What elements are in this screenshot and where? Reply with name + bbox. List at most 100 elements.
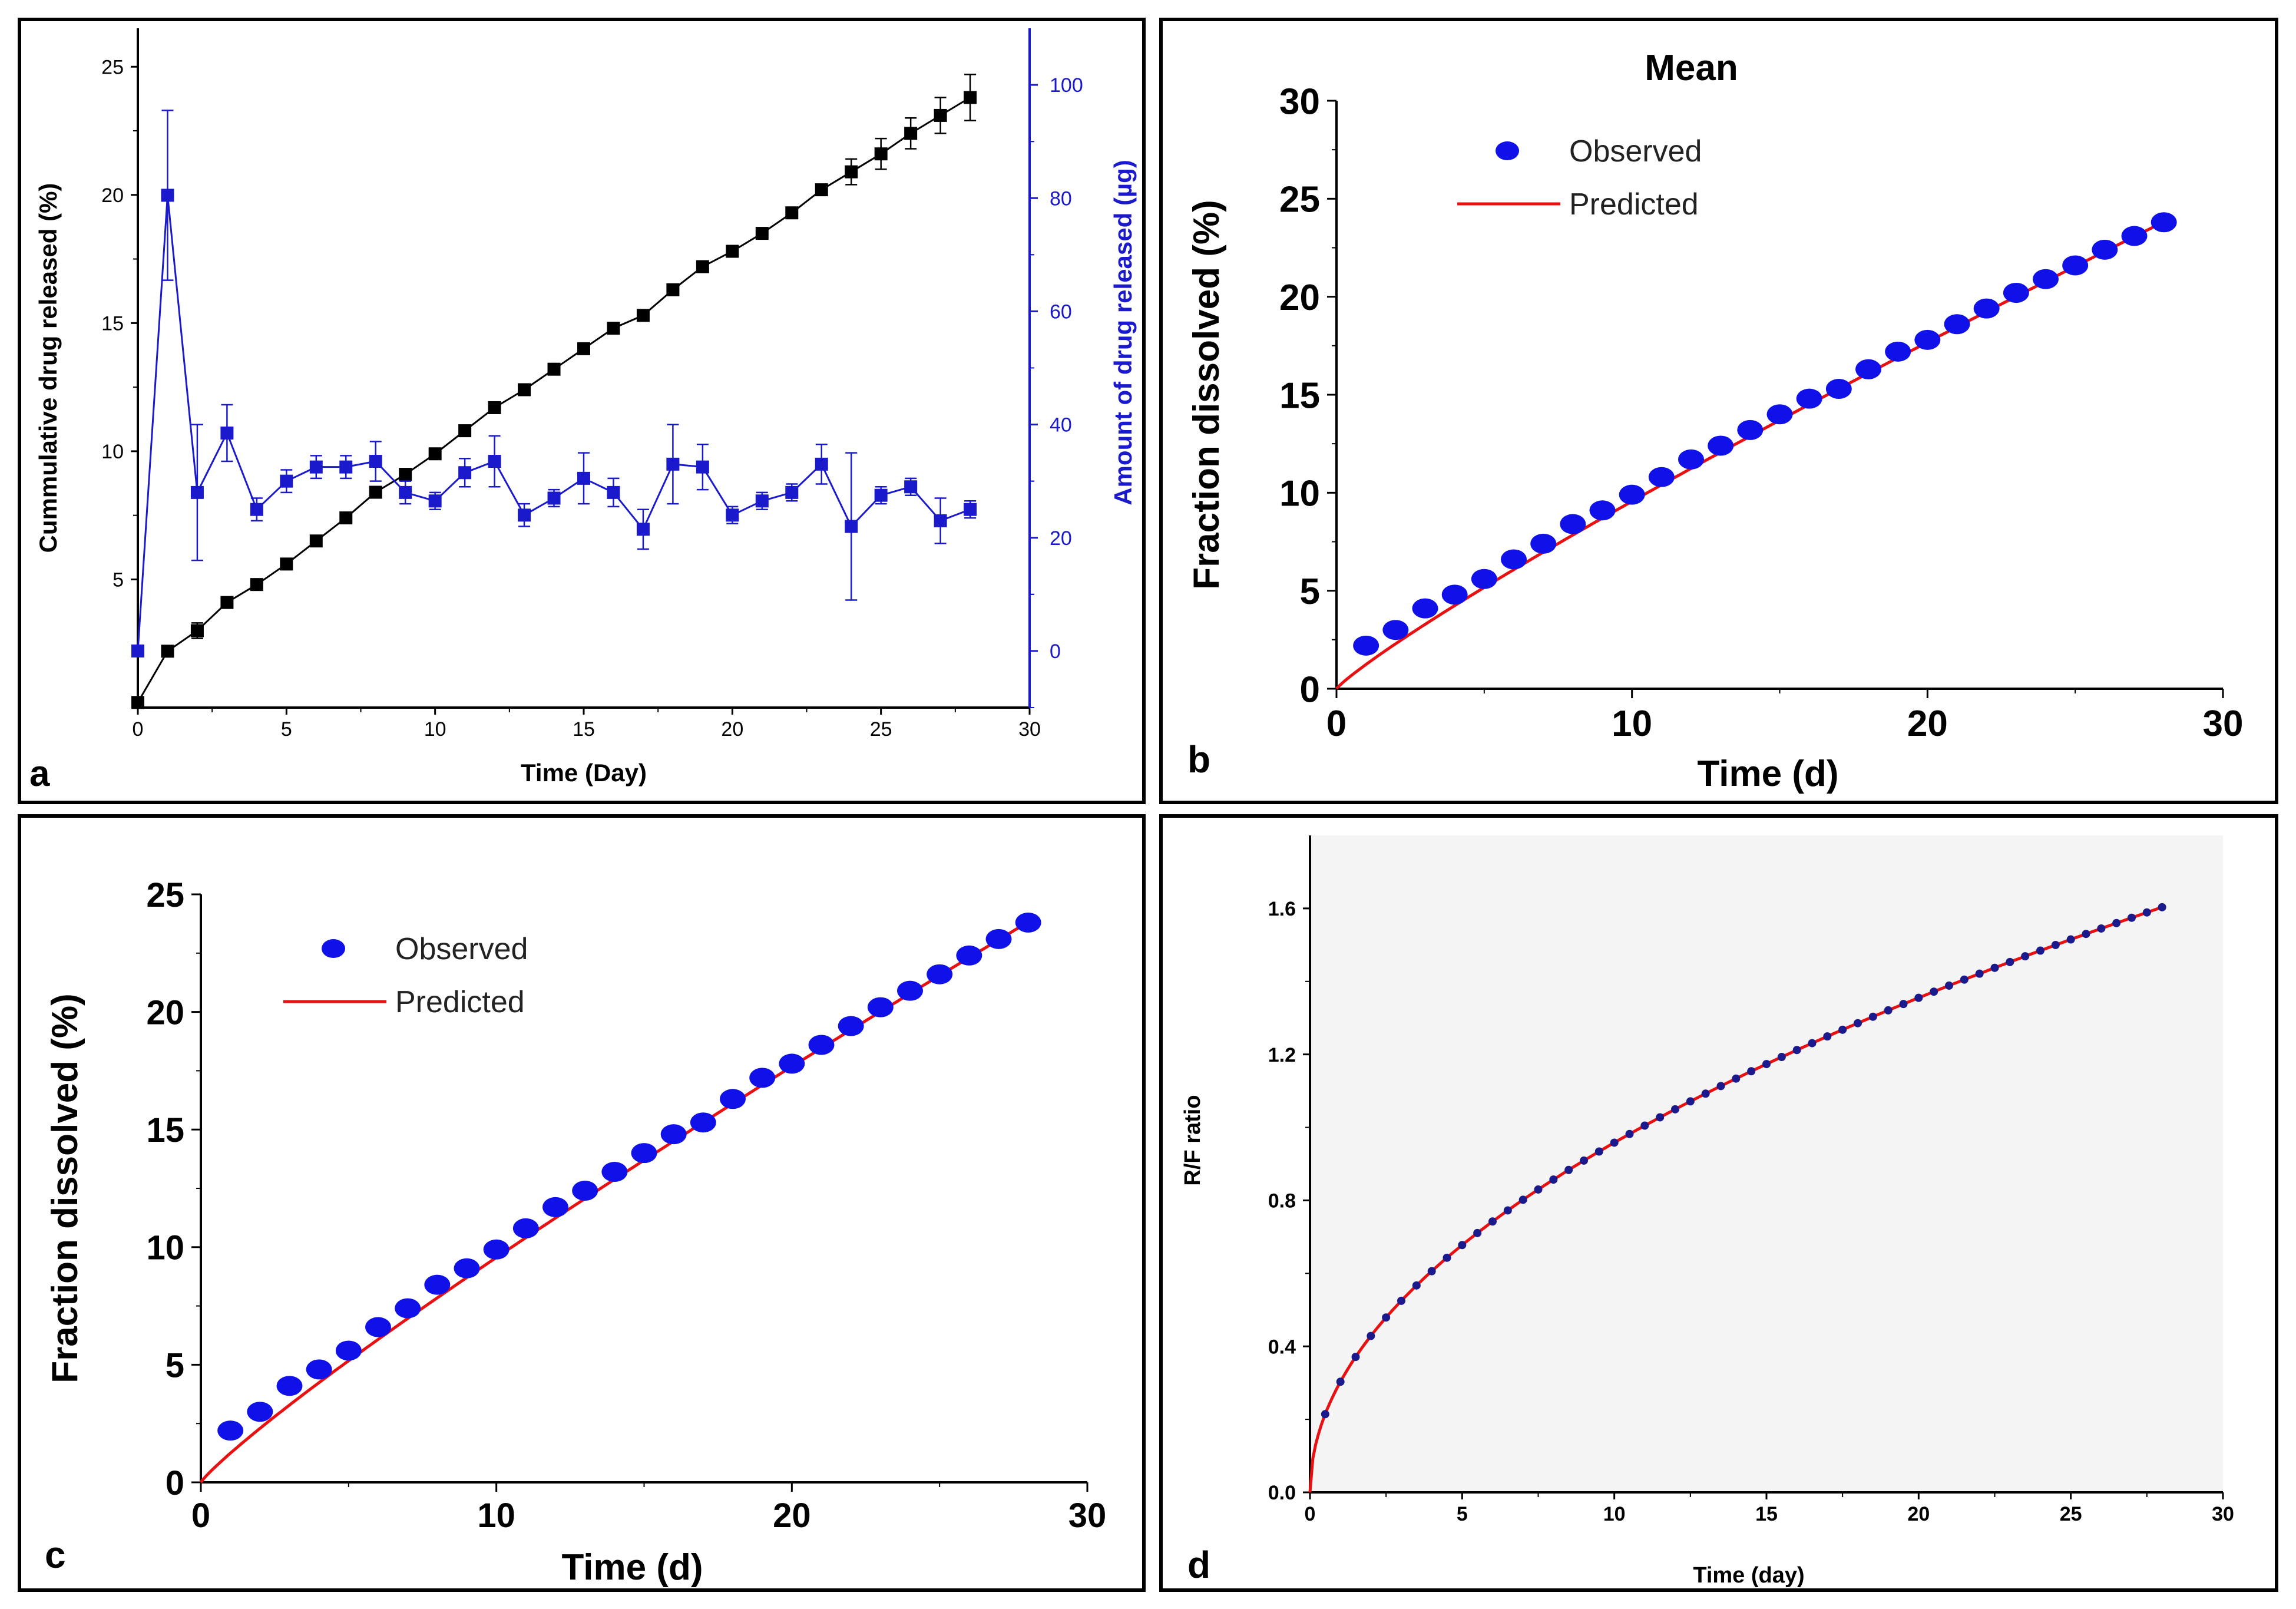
y2-tick-label: 20 xyxy=(1050,527,1072,550)
observed-point xyxy=(2006,957,2014,966)
y-tick-label: 25 xyxy=(146,876,184,914)
observed-point xyxy=(1762,1060,1771,1069)
legend-observed-label: Observed xyxy=(395,932,528,966)
cumulative-point xyxy=(934,108,947,122)
observed-point xyxy=(1808,1039,1817,1048)
x-tick-label: 20 xyxy=(773,1496,811,1535)
observed-point xyxy=(1732,1074,1741,1083)
observed-point xyxy=(1914,993,1923,1002)
observed-point xyxy=(2066,935,2075,944)
panel-letter: d xyxy=(1187,1544,1210,1586)
observed-point xyxy=(1382,620,1409,640)
y2-tick-label: 60 xyxy=(1050,300,1072,323)
observed-point xyxy=(1534,1185,1543,1194)
predicted-series-line xyxy=(1335,220,2165,690)
amount-point xyxy=(488,455,501,468)
observed-point xyxy=(1973,298,2000,319)
y-tick-label: 20 xyxy=(1279,277,1320,318)
observed-point xyxy=(335,1340,362,1361)
observed-point xyxy=(779,1053,805,1074)
observed-point xyxy=(2151,212,2177,233)
cumulative-point xyxy=(458,424,472,438)
y-tick-label: 10 xyxy=(146,1229,184,1267)
y-axis-title: Fraction dissolved (%) xyxy=(45,993,85,1383)
x-tick-label: 10 xyxy=(1612,703,1652,744)
amount-point xyxy=(250,503,263,516)
observed-point xyxy=(1945,981,1953,990)
observed-point xyxy=(1458,1241,1467,1250)
amount-point xyxy=(874,488,888,502)
cumulative-point xyxy=(636,309,650,322)
observed-point xyxy=(690,1112,716,1133)
observed-point xyxy=(1792,1046,1801,1055)
cumulative-point xyxy=(428,447,442,461)
cumulative-point xyxy=(666,283,680,296)
cumulative-point xyxy=(785,206,799,220)
legend-observed-marker xyxy=(1496,141,1519,160)
observed-point xyxy=(956,945,982,966)
plot-background xyxy=(1310,835,2223,1492)
amount-point xyxy=(339,460,353,474)
observed-point xyxy=(2092,239,2118,260)
y-tick-label: 0 xyxy=(1300,669,1320,710)
observed-point xyxy=(1648,467,1675,487)
observed-point xyxy=(1868,1012,1877,1021)
observed-point xyxy=(1960,975,1969,984)
observed-point xyxy=(2112,919,2121,927)
observed-point xyxy=(1589,500,1616,521)
observed-point xyxy=(927,964,953,984)
observed-point xyxy=(1473,1228,1482,1237)
legend-observed-marker xyxy=(322,939,345,958)
amount-point xyxy=(666,457,680,471)
observed-point xyxy=(1944,314,1970,335)
cumulative-point xyxy=(755,227,769,240)
observed-point xyxy=(1610,1138,1619,1147)
observed-point xyxy=(1580,1156,1588,1165)
observed-point xyxy=(1625,1129,1634,1138)
x-tick-label: 25 xyxy=(2060,1503,2082,1525)
observed-point xyxy=(897,980,923,1001)
y-tick-label: 15 xyxy=(1279,375,1320,416)
legend-predicted-label: Predicted xyxy=(1569,187,1699,222)
observed-point xyxy=(1564,1165,1573,1174)
chart-title: Mean xyxy=(1645,48,1738,88)
amount-point xyxy=(131,644,144,658)
legend-observed-label: Observed xyxy=(1569,134,1702,169)
cumulative-point xyxy=(369,485,382,499)
amount-point xyxy=(785,485,799,499)
amount-point xyxy=(547,491,561,505)
observed-point xyxy=(1353,635,1379,656)
amount-point xyxy=(845,520,858,533)
x-axis-title: Time (Day) xyxy=(521,759,647,787)
amount-point xyxy=(161,189,174,202)
observed-point xyxy=(1560,514,1586,534)
y-tick-label: 0 xyxy=(166,1464,184,1502)
y-axis-title: Fraction dissolved (%) xyxy=(1186,200,1227,589)
amount-point xyxy=(399,485,412,499)
y2-tick-label: 100 xyxy=(1050,74,1083,97)
observed-point xyxy=(1594,1147,1603,1156)
chart-a: 0 5 10 15 20 25 30 5 10 15 20 25 0 20 40 60 80 100 Time (D… xyxy=(29,28,1137,794)
panel-c: 0 10 20 30 0 5 10 15 20 25 Time (d) Fraction dissol… xyxy=(18,814,1146,1592)
x-tick-label: 0 xyxy=(1326,703,1346,744)
cumulative-point xyxy=(280,557,293,571)
observed-point xyxy=(985,929,1012,949)
observed-point xyxy=(1914,329,1941,350)
cumulative-point xyxy=(190,624,204,637)
cumulative-point xyxy=(488,401,501,414)
observed-point xyxy=(542,1197,568,1217)
cumulative-point xyxy=(547,362,561,376)
x-tick-label: 10 xyxy=(477,1496,515,1535)
observed-point xyxy=(424,1274,451,1295)
observed-point xyxy=(276,1376,303,1396)
x-tick-label: 20 xyxy=(1907,1503,1930,1525)
y-tick-label: 25 xyxy=(101,57,124,79)
x-tick-label: 15 xyxy=(1755,1503,1778,1525)
observed-point xyxy=(1351,1353,1360,1362)
x-tick-label: 5 xyxy=(1457,1503,1468,1525)
observed-point xyxy=(1854,1019,1862,1027)
y-tick-label: 0.8 xyxy=(1268,1190,1296,1212)
observed-point xyxy=(2021,952,2030,961)
observed-point xyxy=(660,1124,687,1145)
observed-point xyxy=(1427,1267,1436,1276)
